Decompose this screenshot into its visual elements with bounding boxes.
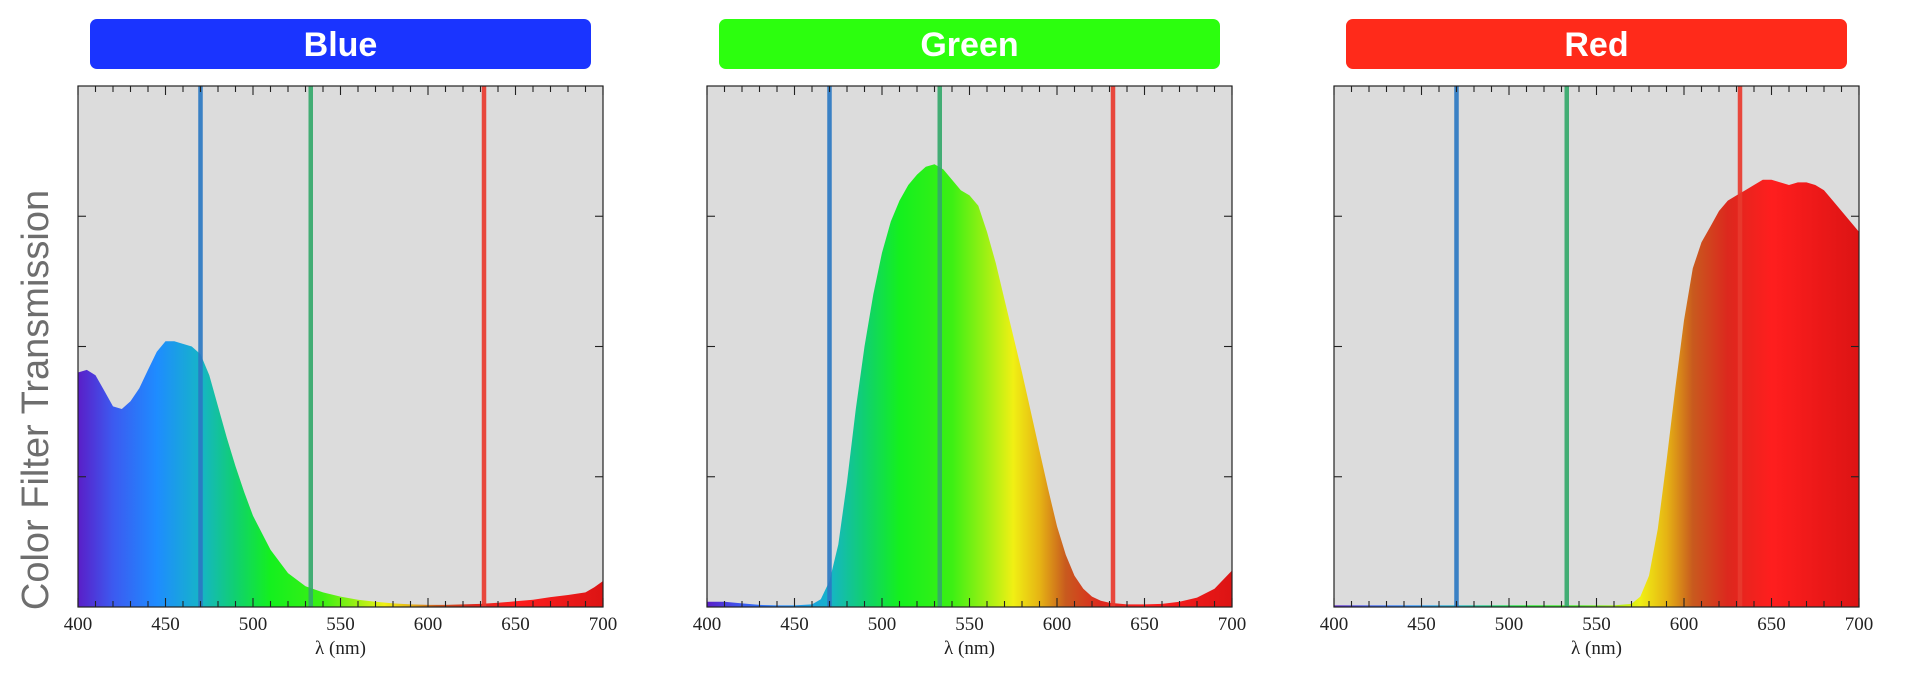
title-banner	[1346, 19, 1847, 69]
x-tick-label-650: 650	[1757, 614, 1786, 635]
x-tick-label-450: 450	[1407, 614, 1436, 635]
x-tick-label-700: 700	[1845, 614, 1874, 635]
transmission-area	[707, 164, 1232, 607]
x-tick-label-700: 700	[1218, 614, 1247, 635]
x-tick-label-550: 550	[955, 614, 984, 635]
x-tick-label-600: 600	[1670, 614, 1699, 635]
x-tick-label-400: 400	[1320, 614, 1349, 635]
y-axis-label: Color Filter Transmission	[15, 190, 57, 610]
x-tick-label-500: 500	[1495, 614, 1524, 635]
chart-title: Red	[1564, 26, 1628, 64]
x-tick-label-650: 650	[501, 614, 530, 635]
x-tick-label-650: 650	[1130, 614, 1159, 635]
transmission-area	[78, 341, 603, 607]
x-axis-label: λ (nm)	[944, 638, 995, 659]
x-tick-label-500: 500	[868, 614, 897, 635]
panel-blue: Blue 400 450 500 550 600 650 700 λ (nm)	[64, 19, 618, 659]
x-axis-label: λ (nm)	[315, 638, 366, 659]
title-banner	[90, 19, 591, 69]
chart-title: Green	[920, 26, 1018, 64]
x-tick-label-500: 500	[239, 614, 268, 635]
x-tick-label-400: 400	[64, 614, 93, 635]
panel-red: Red 400 450 500 550 600 650 700 λ (nm)	[1320, 19, 1874, 659]
title-banner	[719, 19, 1220, 69]
x-tick-label-550: 550	[1582, 614, 1611, 635]
x-axis-label: λ (nm)	[1571, 638, 1622, 659]
x-tick-label-700: 700	[589, 614, 618, 635]
x-tick-label-600: 600	[414, 614, 443, 635]
x-tick-label-450: 450	[780, 614, 809, 635]
panel-green: Green 400 450 500 550 600 650 700 λ (nm)	[693, 19, 1247, 659]
x-tick-label-600: 600	[1043, 614, 1072, 635]
x-tick-label-450: 450	[151, 614, 180, 635]
x-tick-label-400: 400	[693, 614, 722, 635]
x-tick-label-550: 550	[326, 614, 355, 635]
chart-title: Blue	[304, 26, 378, 64]
transmission-area	[1334, 179, 1859, 608]
